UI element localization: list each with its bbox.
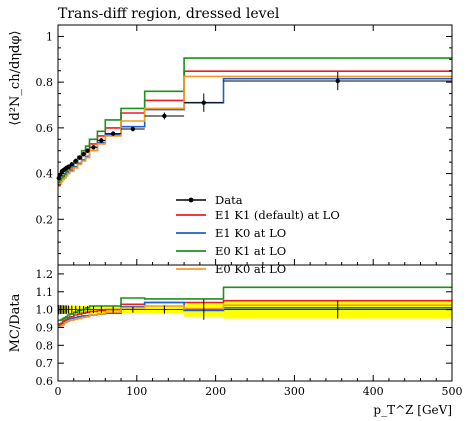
data-point: [85, 148, 90, 153]
data-point: [110, 131, 116, 136]
legend-label-series-2: E0 K1 at LO: [215, 244, 286, 258]
data-point: [81, 151, 86, 157]
x-axis-label: p_T^Z [GeV]: [373, 403, 452, 417]
main-y-tick-label: 0.6: [36, 122, 54, 135]
ratio-y-tick-label: 0.9: [36, 321, 54, 334]
ratio-y-tick-label: 1.0: [36, 304, 54, 317]
ratio-plot-frame: [57, 264, 453, 382]
mc-line-series-0: [58, 70, 452, 186]
data-point: [66, 164, 71, 169]
main-y-tick-label: 0.4: [36, 168, 54, 181]
main-panel: 0.2 0.4 0.6 0.8 1: [36, 24, 453, 266]
legend-label-data: Data: [215, 193, 243, 207]
data-point: [201, 100, 206, 105]
legend-label-series-1: E1 K0 at LO: [215, 226, 286, 240]
main-y-tick-label: 0.2: [36, 213, 54, 226]
main-y-axis-label: ⟨d²N_ch/dηdφ⟩: [8, 30, 23, 125]
ratio-y-tick-label: 1.2: [36, 268, 54, 281]
data-point: [162, 113, 167, 119]
ratio-y-tick-label: 1.1: [36, 286, 54, 299]
data-point: [99, 138, 104, 143]
ratio-line-series-2: [58, 286, 452, 322]
x-tick-label: 500: [442, 385, 463, 398]
x-tick-label: 300: [284, 385, 305, 398]
data-point: [69, 162, 74, 167]
data-point: [73, 158, 78, 164]
ratio-y-tick-label: 0.6: [36, 375, 54, 388]
ratio-line-series-3: [58, 304, 452, 328]
x-tick-label: 100: [126, 385, 147, 398]
legend-label-series-0: E1 K1 (default) at LO: [215, 208, 340, 222]
ratio-y-axis-label: MC/Data: [8, 293, 23, 352]
data-point: [77, 155, 82, 160]
data-point: [130, 126, 136, 132]
legend-label-series-3: E0 K0 at LO: [215, 262, 286, 276]
ratio-y-tick-label: 0.7: [36, 357, 54, 370]
ratio-panel: 0.6 0.7 0.8 0.9 1.0 1.1 1.2 0 100 200 300 400 500: [36, 264, 463, 398]
ratio-y-tick-label: 0.8: [36, 339, 54, 352]
main-y-tick-label: 0.8: [36, 76, 54, 89]
x-tick-label: 400: [363, 385, 384, 398]
legend-marker-data: [188, 197, 194, 203]
mc-line-series-2: [58, 57, 452, 184]
mc-line-series-1: [58, 77, 452, 186]
chart-title: Trans-diff region, dressed level: [58, 6, 280, 22]
data-point: [91, 145, 96, 150]
data-point: [335, 78, 340, 84]
main-y-tick-label: 1: [46, 30, 53, 43]
x-tick-label: 0: [55, 385, 62, 398]
mc-line-series-3: [58, 75, 452, 187]
x-tick-label: 200: [205, 385, 226, 398]
